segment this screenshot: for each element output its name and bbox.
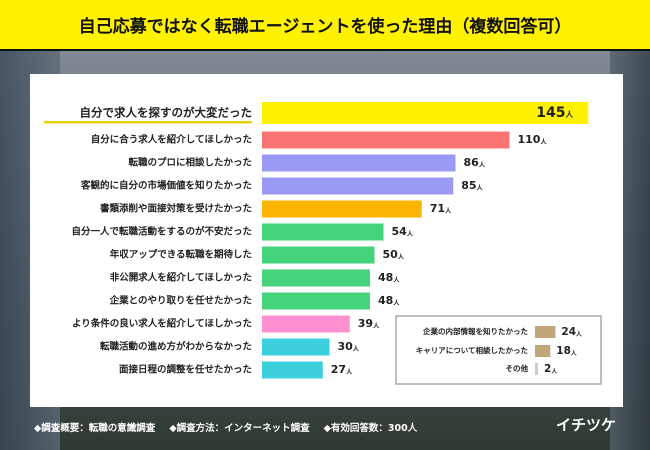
inset-bar-2: [535, 345, 551, 357]
inset-bar-1: [535, 326, 556, 338]
bar-11: [262, 338, 330, 356]
category-label-10: より条件の良い求人を紹介してほしかった: [72, 318, 252, 330]
category-label-2: 自分に合う求人を紹介してほしかった: [91, 134, 252, 146]
value-label-6: 54人: [392, 225, 414, 238]
highlight-underline: [44, 121, 252, 124]
bar-7: [262, 246, 375, 264]
bar-8: [262, 269, 370, 287]
bar-4: [262, 177, 454, 195]
value-label-1: 145人: [536, 105, 573, 121]
value-label-5: 71人: [430, 202, 452, 215]
bar-6: [262, 223, 384, 241]
value-label-7: 50人: [383, 248, 405, 261]
inset-label-3: その他: [506, 363, 529, 373]
value-label-9: 48人: [378, 294, 400, 307]
value-label-8: 48人: [378, 271, 400, 284]
value-label-12: 27人: [331, 363, 353, 376]
bar-9: [262, 292, 370, 310]
value-label-3: 86人: [464, 156, 486, 169]
value-label-4: 85人: [461, 179, 483, 192]
survey-outline: ◆調査概要：転職の意識調査: [34, 423, 156, 434]
category-label-1: 自分で求人を探すのが大変だった: [80, 106, 253, 120]
chart-title: 自己応募ではなく転職エージェントを使った理由（複数回答可）: [0, 0, 650, 51]
bar-3: [262, 154, 456, 172]
bar-1: [262, 102, 589, 124]
category-label-9: 企業とのやり取りを任せたかった: [109, 295, 252, 307]
logo: イチツケ: [556, 416, 617, 434]
value-label-2: 110人: [518, 133, 548, 146]
survey-responses: ◆有効回答数：300人: [323, 423, 418, 434]
survey-method: ◆調査方法：インターネット調査: [169, 423, 310, 434]
value-label-10: 39人: [358, 317, 380, 330]
inset-label-2: キャリアについて相談したかった: [416, 345, 528, 355]
survey-footer: ◆調査概要：転職の意識調査 ◆調査方法：インターネット調査 ◆有効回答数：300…: [34, 420, 417, 434]
bar-5: [262, 200, 422, 218]
inset-bar-3: [535, 363, 538, 375]
inset-label-1: 企業の内部情報を知りたかった: [422, 326, 528, 336]
value-label-11: 30人: [338, 340, 360, 353]
bar-2: [262, 131, 510, 149]
category-label-4: 客観的に自分の市場価値を知りたかった: [80, 180, 252, 192]
category-label-11: 転職活動の進め方がわからなかった: [100, 341, 252, 353]
inset-box: [395, 315, 602, 385]
category-label-7: 年収アップできる転職を期待した: [110, 249, 252, 261]
category-label-6: 自分一人で転職活動をするのが不安だった: [71, 226, 252, 238]
category-label-8: 非公開求人を紹介してほしかった: [110, 272, 252, 284]
category-label-3: 転職のプロに相談したかった: [128, 157, 252, 169]
category-label-12: 面接日程の調整を任せたかった: [119, 364, 252, 376]
bar-10: [262, 315, 350, 333]
bar-12: [262, 361, 323, 379]
category-label-5: 書類添削や面接対策を受けたかった: [100, 203, 252, 215]
